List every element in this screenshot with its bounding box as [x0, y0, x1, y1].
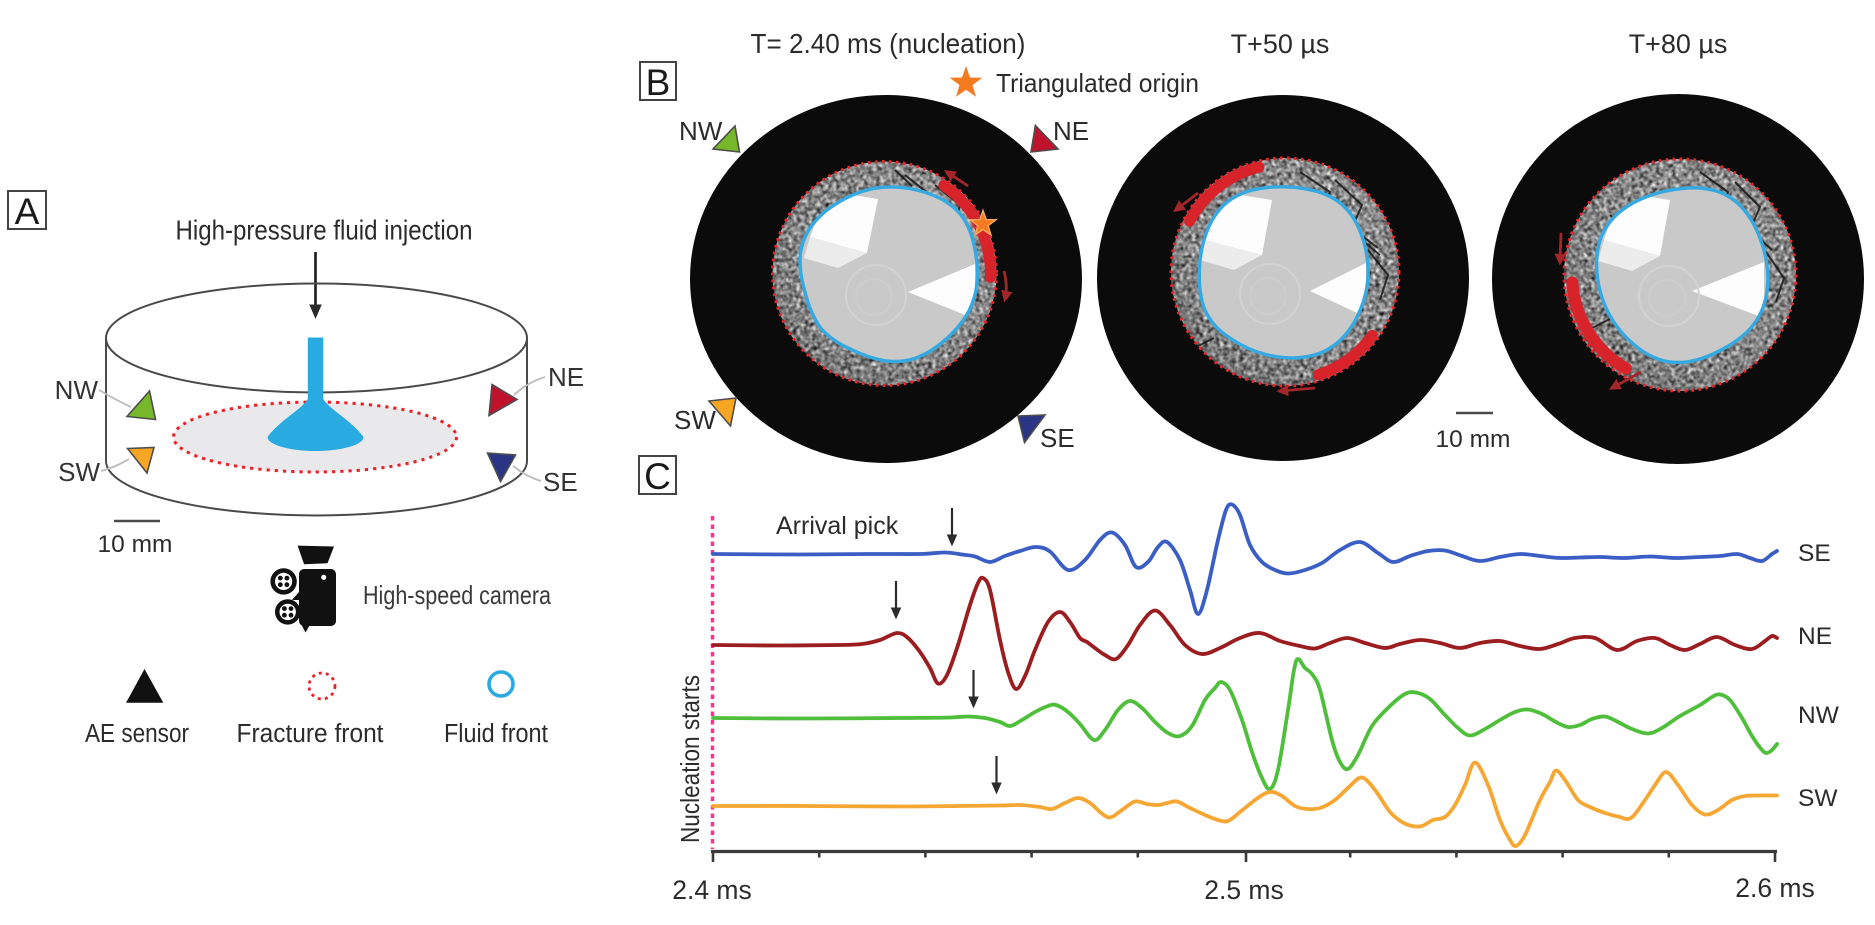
- svg-text:Arrival pick: Arrival pick: [776, 512, 899, 540]
- svg-text:NW: NW: [679, 116, 723, 146]
- svg-text:T= 2.40 ms (nucleation): T= 2.40 ms (nucleation): [751, 28, 1026, 59]
- svg-text:High-speed camera: High-speed camera: [363, 580, 551, 610]
- svg-text:T+50 µs: T+50 µs: [1231, 29, 1330, 59]
- svg-text:SW: SW: [1798, 785, 1838, 812]
- svg-text:Fracture front: Fracture front: [237, 720, 384, 748]
- svg-text:T+80 µs: T+80 µs: [1629, 29, 1728, 59]
- svg-text:SE: SE: [1798, 540, 1831, 567]
- svg-text:10 mm: 10 mm: [98, 531, 173, 558]
- svg-text:NE: NE: [1053, 116, 1089, 146]
- svg-text:C: C: [644, 456, 671, 497]
- svg-text:2.6 ms: 2.6 ms: [1735, 873, 1815, 903]
- svg-text:AE sensor: AE sensor: [85, 720, 189, 748]
- svg-text:B: B: [646, 62, 671, 103]
- svg-text:SE: SE: [1040, 423, 1075, 453]
- svg-text:High-pressure fluid injection: High-pressure fluid injection: [176, 215, 473, 246]
- svg-text:A: A: [15, 191, 40, 232]
- svg-text:NW: NW: [1798, 702, 1840, 729]
- svg-text:2.4 ms: 2.4 ms: [672, 875, 752, 905]
- svg-text:Fluid front: Fluid front: [444, 720, 548, 748]
- svg-text:SW: SW: [58, 457, 100, 487]
- svg-text:NW: NW: [55, 375, 99, 405]
- svg-text:NE: NE: [1798, 623, 1832, 650]
- svg-text:SW: SW: [674, 405, 716, 435]
- svg-text:10 mm: 10 mm: [1436, 426, 1511, 453]
- svg-text:Nucleation starts: Nucleation starts: [675, 675, 705, 843]
- svg-text:SE: SE: [543, 467, 578, 497]
- svg-text:NE: NE: [548, 362, 584, 392]
- svg-text:Triangulated origin: Triangulated origin: [996, 68, 1199, 98]
- svg-text:2.5 ms: 2.5 ms: [1204, 875, 1284, 905]
